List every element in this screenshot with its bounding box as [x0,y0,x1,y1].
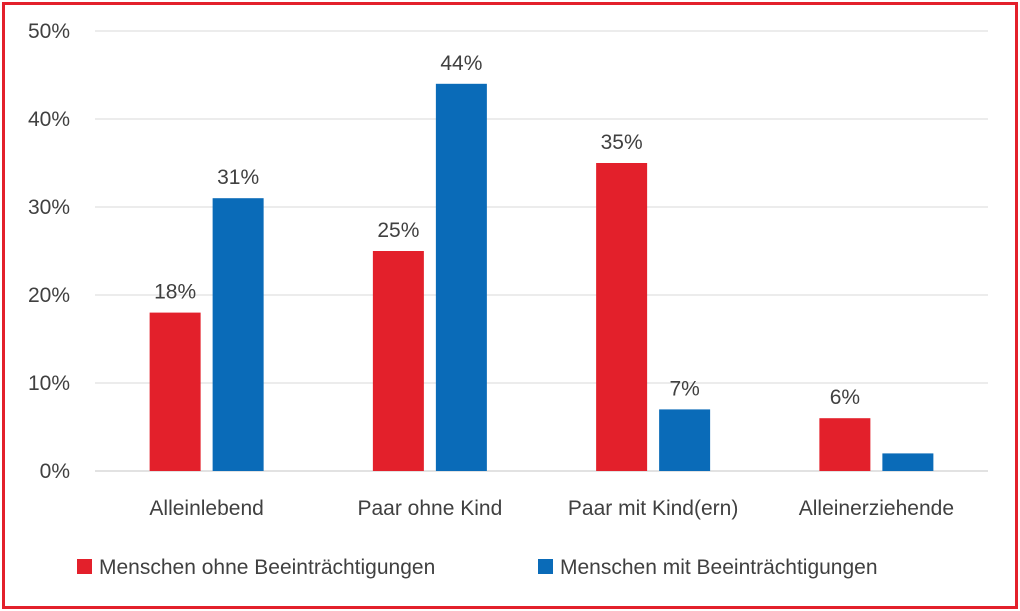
bar [596,163,648,471]
legend-label: Menschen ohne Beeinträchtigungen [99,556,435,579]
y-tick-label: 30% [28,196,70,219]
y-tick-label: 10% [28,372,70,395]
bar [149,312,201,471]
bar [882,453,934,471]
bar [372,251,424,471]
y-tick-label: 20% [28,284,70,307]
legend-swatch [538,559,553,574]
bar [435,83,487,472]
bar [212,198,264,471]
bars [149,83,934,472]
x-category-label: Alleinerziehende [799,497,954,520]
data-labels: 18% 31% 25% 44% 35% 7% 6% [154,52,860,409]
legend-label: Menschen mit Beeinträchtigungen [560,556,878,579]
y-tick-label: 50% [28,20,70,43]
x-axis-categories: Alleinlebend Paar ohne Kind Paar mit Kind(… [149,497,954,520]
data-label: 6% [830,386,860,409]
data-label: 25% [377,219,419,242]
x-category-label: Paar ohne Kind [357,497,502,520]
x-category-label: Paar mit Kind(ern) [568,497,738,520]
data-label: 18% [154,281,196,304]
data-label: 35% [601,131,643,154]
legend: Menschen ohne Beeinträchtigungen Menschen… [77,556,878,579]
y-tick-label: 40% [28,108,70,131]
x-category-label: Alleinlebend [149,497,263,520]
data-label: 44% [440,52,482,75]
bar [819,418,871,471]
y-axis-ticks: 0% 10% 20% 30% 40% 50% [28,20,70,483]
y-tick-label: 0% [40,460,70,483]
legend-swatch [77,559,92,574]
data-label: 31% [217,166,259,189]
bar [659,409,711,471]
data-label: 7% [669,377,699,400]
